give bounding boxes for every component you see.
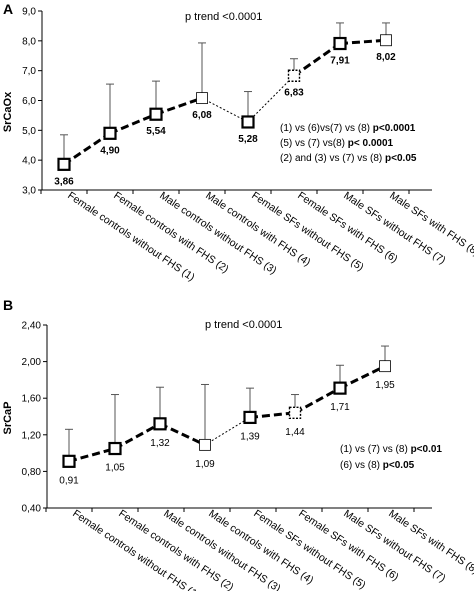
series-line-segment bbox=[339, 364, 386, 390]
y-tick-label: 9,0 bbox=[22, 7, 36, 18]
panel-a-x-ticks bbox=[40, 190, 410, 194]
y-tick-label: 5,0 bbox=[22, 126, 36, 137]
data-point-marker bbox=[287, 69, 301, 82]
data-value-label: 1,32 bbox=[150, 438, 170, 449]
series-line-segment bbox=[204, 416, 251, 446]
panel-a-series-lines bbox=[63, 38, 387, 166]
panel-b-category-labels: Female controls without FHS (1)Female co… bbox=[70, 508, 474, 591]
data-value-label: 1,95 bbox=[375, 380, 395, 391]
panel-a: A SrCaOx p trend <0.0001 3,0 4,0 5,0 6,0 7,0… bbox=[2, 1, 474, 284]
data-value-label: 3,86 bbox=[54, 176, 74, 187]
series-line-segment bbox=[68, 447, 116, 463]
panel-b-markers bbox=[62, 360, 391, 468]
data-point-marker bbox=[199, 438, 211, 451]
data-point-marker bbox=[103, 126, 117, 140]
panel-a-y-ticks: 3,0 4,0 5,0 6,0 7,0 8,0 9,0 bbox=[22, 7, 42, 197]
panel-a-category-labels: Female controls without FHS (1)Female co… bbox=[65, 190, 474, 284]
panel-a-markers bbox=[57, 34, 392, 171]
panel-a-value-labels: 3,86 4,90 5,54 6,08 5,28 6,83 7,91 8,02 bbox=[54, 52, 396, 187]
series-line-segment bbox=[294, 386, 341, 415]
panel-a-letter: A bbox=[3, 1, 13, 17]
comparison-annotation: (5) vs (7) vs(8) p< 0.0001 bbox=[280, 138, 394, 149]
series-line-segment bbox=[155, 96, 203, 116]
series-line-segment bbox=[201, 97, 249, 123]
panel-b-x-ticks bbox=[45, 508, 415, 512]
panel-b-y-axis-label: SrCaP bbox=[2, 401, 14, 434]
y-tick-label: 3,0 bbox=[22, 186, 36, 197]
comparison-annotation: (6) vs (8) p<0.05 bbox=[340, 460, 415, 471]
panel-b-y-ticks: 0,40 0,80 1,20 1,60 2,00 2,40 bbox=[22, 321, 47, 515]
series-line-segment bbox=[293, 42, 341, 77]
data-value-label: 0,91 bbox=[59, 475, 79, 486]
data-point-marker bbox=[333, 36, 347, 51]
panel-a-trend-title: p trend <0.0001 bbox=[185, 11, 262, 23]
data-point-marker bbox=[241, 115, 255, 129]
y-tick-label: 1,60 bbox=[22, 394, 42, 405]
y-tick-label: 6,0 bbox=[22, 96, 36, 107]
data-point-marker bbox=[57, 157, 71, 171]
panel-a-annotations: (1) vs (6)vs(7) vs (8) p<0.0001 (5) vs (7… bbox=[280, 123, 417, 164]
data-value-label: 6,08 bbox=[192, 110, 212, 121]
data-point-marker bbox=[196, 92, 208, 105]
panel-b-value-labels: 0,91 1,05 1,32 1,09 1,39 1,44 1,71 1,95 bbox=[59, 380, 395, 486]
data-value-label: 1,71 bbox=[330, 402, 350, 413]
series-line-segment bbox=[339, 38, 387, 46]
data-point-marker bbox=[108, 441, 122, 456]
series-line-segment bbox=[63, 132, 111, 166]
panel-b: B SrCaP p trend <0.0001 0,40 0,80 1,20 1,60… bbox=[2, 297, 474, 591]
data-value-label: 5,54 bbox=[146, 126, 166, 137]
data-point-marker bbox=[379, 360, 391, 373]
data-point-marker bbox=[243, 410, 257, 425]
data-value-label: 4,90 bbox=[100, 145, 120, 156]
data-value-label: 1,44 bbox=[285, 427, 305, 438]
y-tick-label: 2,00 bbox=[22, 357, 42, 368]
y-tick-label: 8,0 bbox=[22, 36, 36, 47]
y-tick-label: 2,40 bbox=[22, 321, 42, 332]
comparison-annotation: (1) vs (7) vs (8) p<0.01 bbox=[340, 444, 442, 455]
comparison-annotation: (1) vs (6)vs(7) vs (8) p<0.0001 bbox=[280, 123, 416, 134]
data-value-label: 1,09 bbox=[195, 459, 215, 470]
data-point-marker bbox=[333, 381, 347, 395]
comparison-annotation: (2) and (3) vs (7) vs (8) p<0.05 bbox=[280, 153, 417, 164]
series-line-segment bbox=[114, 422, 161, 450]
data-point-marker bbox=[149, 107, 163, 121]
data-value-label: 1,05 bbox=[105, 463, 125, 474]
panel-b-letter: B bbox=[3, 297, 13, 313]
data-point-marker bbox=[62, 454, 76, 468]
data-value-label: 7,91 bbox=[330, 56, 350, 67]
data-value-label: 6,83 bbox=[284, 88, 304, 99]
y-tick-label: 4,0 bbox=[22, 156, 36, 167]
y-tick-label: 1,20 bbox=[22, 430, 42, 441]
panel-b-series-lines bbox=[68, 364, 386, 463]
data-point-marker bbox=[380, 34, 392, 47]
panel-b-annotations: (1) vs (7) vs (8) p<0.01 (6) vs (8) p<0.0… bbox=[340, 444, 442, 471]
panel-b-trend-title: p trend <0.0001 bbox=[205, 319, 282, 331]
series-line-segment bbox=[249, 411, 296, 419]
data-value-label: 5,28 bbox=[238, 134, 258, 145]
series-line-segment bbox=[159, 422, 206, 447]
series-line-segment bbox=[247, 75, 295, 123]
y-tick-label: 0,40 bbox=[22, 504, 42, 515]
series-line-segment bbox=[109, 112, 157, 135]
y-tick-label: 0,80 bbox=[22, 467, 42, 478]
panel-a-y-axis-label: SrCaOx bbox=[2, 91, 14, 132]
data-point-marker bbox=[153, 417, 167, 431]
data-value-label: 8,02 bbox=[376, 52, 396, 63]
y-tick-label: 7,0 bbox=[22, 66, 36, 77]
data-point-marker bbox=[288, 406, 302, 420]
data-value-label: 1,39 bbox=[240, 431, 260, 442]
